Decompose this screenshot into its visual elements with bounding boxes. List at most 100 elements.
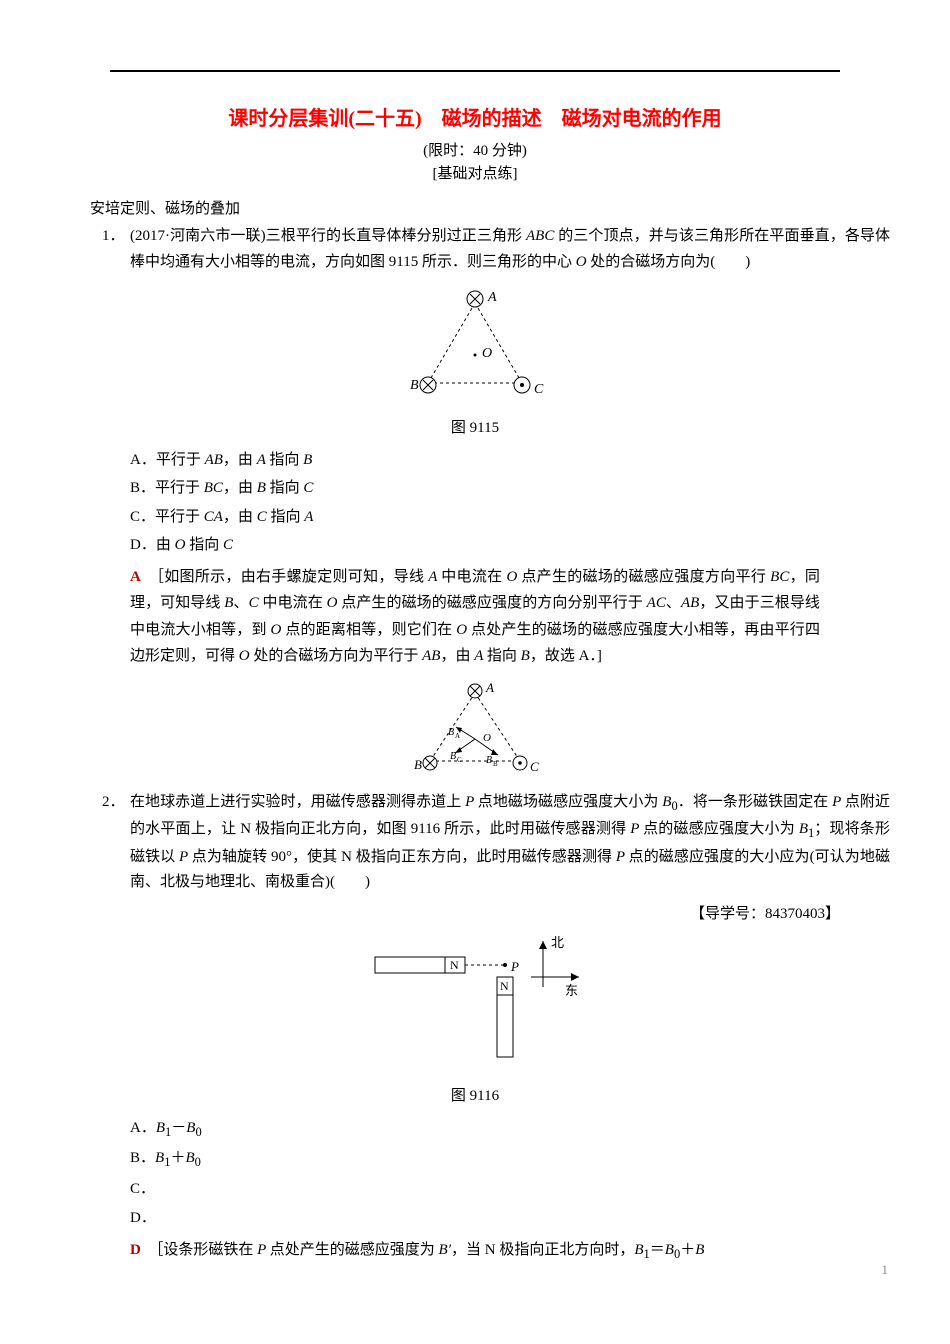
t: ，当 N 极指向正北方向时， — [451, 1242, 634, 1258]
svg-text:N: N — [500, 979, 509, 993]
v: O — [267, 622, 286, 638]
t: ，由 — [223, 480, 253, 496]
t: 指向 — [189, 537, 219, 553]
t: 点产生的磁场的磁感应强度的方向分别平行于 — [341, 595, 643, 611]
t: 点的磁感应强度大小为 — [643, 821, 795, 837]
optD-pre: D．由 — [130, 537, 171, 553]
north-label: 北 — [551, 935, 564, 950]
svg-text:O: O — [483, 732, 491, 744]
v: AB — [681, 595, 699, 611]
v: B — [658, 794, 671, 810]
var: O — [175, 537, 190, 553]
q2-answer-letter: D — [130, 1242, 141, 1258]
top-rule — [110, 70, 840, 72]
svg-text:B: B — [414, 757, 422, 772]
fig-caption-2: 图 9­1­16 — [60, 1084, 890, 1105]
q2-optD: D． — [130, 1205, 890, 1231]
svg-text:A: A — [485, 680, 494, 695]
v: B — [795, 821, 808, 837]
q2-optC: C． — [130, 1176, 890, 1202]
svg-text:C: C — [457, 756, 462, 764]
svg-text:N: N — [450, 958, 459, 972]
o-var: O — [576, 254, 591, 270]
v: B — [155, 1150, 164, 1166]
q2-answer: D ［设条形磁铁在 P 点处产生的磁感应强度为 B′，当 N 极指向正北方向时，… — [130, 1237, 820, 1266]
t: 指向 — [487, 648, 517, 664]
v: P — [253, 1242, 269, 1258]
v: P — [626, 821, 643, 837]
svg-text:B: B — [493, 760, 498, 768]
label-C: C — [534, 382, 544, 397]
q1-text3: 处的合磁场方向为( ) — [590, 254, 750, 270]
t: ，由 — [223, 452, 253, 468]
t: 在地球赤道上进行实验时，用磁传感器测得赤道上 — [130, 794, 461, 810]
ref-number: 【导学号：84370403】 — [60, 902, 840, 923]
t: ，故选 A．] — [530, 648, 602, 664]
s: 0 — [195, 1125, 201, 1139]
v: O — [452, 622, 471, 638]
optB-pre: B．平行于 — [130, 480, 200, 496]
t: 中电流在 — [441, 569, 502, 585]
label-A: A — [487, 290, 497, 305]
v: P — [461, 794, 478, 810]
svg-text:B: B — [448, 727, 454, 738]
t: － — [171, 1120, 186, 1136]
svg-text:B: B — [486, 755, 492, 766]
var: BC — [204, 480, 223, 496]
q1-answer-letter: A — [130, 569, 141, 585]
t: C． — [130, 1181, 155, 1197]
t: 指向 — [269, 452, 299, 468]
v: B — [185, 1150, 194, 1166]
v: B — [517, 648, 530, 664]
svg-text:A: A — [455, 732, 460, 740]
optA-pre: A．平行于 — [130, 452, 201, 468]
var: A — [304, 509, 313, 525]
t: ［如图所示，由右手螺旋定则可知，导线 — [156, 569, 424, 585]
q1-options: A．平行于 AB，由 A 指向 B B．平行于 BC，由 B 指向 C C．平行… — [130, 447, 890, 558]
lesson-title: 课时分层集训(二十五) 磁场的描述 磁场对电流的作用 — [60, 102, 890, 131]
t: D． — [130, 1210, 156, 1226]
topic-heading: 安培定则、磁场的叠加 — [90, 197, 890, 218]
var: C — [223, 537, 233, 553]
v: B — [634, 1242, 643, 1258]
east-label: 东 — [565, 983, 578, 998]
v: A — [424, 569, 441, 585]
q1-number: 1． — [102, 224, 130, 245]
magnet-compass-diagram: N P 北 东 N — [355, 933, 595, 1073]
v: O — [502, 569, 521, 585]
var: C — [257, 509, 271, 525]
v: C — [249, 595, 263, 611]
q2-optB: B．B1＋B0 — [130, 1145, 890, 1174]
label-B: B — [410, 378, 419, 393]
svg-text:B: B — [450, 751, 456, 762]
v: P — [175, 849, 192, 865]
page-number: 1 — [882, 1262, 889, 1278]
optC-pre: C．平行于 — [130, 509, 200, 525]
question-1: 1． (2017·河南六市一联)三根平行的长直导体棒分别过正三角形 ABC 的三… — [130, 224, 890, 275]
q2-options: A．B1－B0 B．B1＋B0 C． D． — [130, 1115, 890, 1231]
v: P — [612, 849, 629, 865]
t: 处的合磁场方向为平行于 — [253, 648, 418, 664]
figure-9-1-16: N P 北 东 N — [60, 933, 890, 1078]
q1-answer: A ［如图所示，由右手螺旋定则可知，导线 A 中电流在 O 点产生的磁场的磁感应… — [130, 564, 820, 669]
t: 点的距离相等，则它们在 — [285, 622, 452, 638]
v: P — [828, 794, 845, 810]
v: B — [695, 1242, 704, 1258]
question-2: 2． 在地球赤道上进行实验时，用磁传感器测得赤道上 P 点地磁场磁感应强度大小为… — [130, 790, 890, 896]
q1-optA: A．平行于 AB，由 A 指向 B — [130, 447, 890, 473]
abc-var: ABC — [526, 228, 554, 244]
t: 点处产生的磁感应强度为 — [270, 1242, 435, 1258]
t: 指向 — [270, 509, 300, 525]
q1-optB: B．平行于 BC，由 B 指向 C — [130, 475, 890, 501]
time-limit: (限时：40 分钟) — [60, 139, 890, 160]
q1-optD: D．由 O 指向 C — [130, 532, 890, 558]
v: AB — [418, 648, 440, 664]
t: 点地磁场磁感应强度大小为 — [478, 794, 659, 810]
t: ，由 — [440, 648, 470, 664]
v: BC — [766, 569, 789, 585]
q2-stem: 在地球赤道上进行实验时，用磁传感器测得赤道上 P 点地磁场磁感应强度大小为 B0… — [130, 790, 890, 896]
label-O: O — [482, 346, 492, 361]
v: AC — [643, 595, 666, 611]
page: 课时分层集训(二十五) 磁场的描述 磁场对电流的作用 (限时：40 分钟) [基… — [0, 0, 950, 1302]
svg-text:P: P — [510, 959, 519, 974]
